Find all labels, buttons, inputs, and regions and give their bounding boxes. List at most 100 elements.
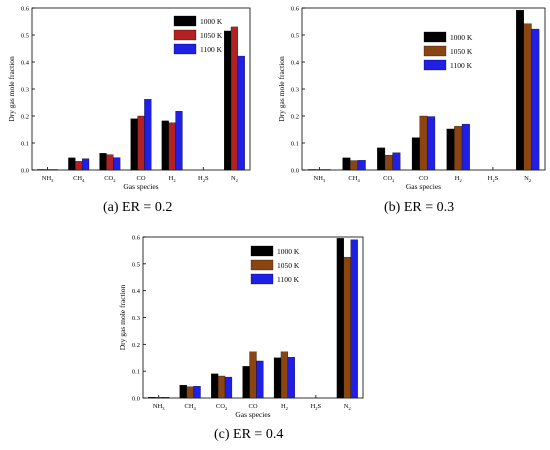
y-tick-label: 0.0 [21,168,29,175]
x-tick-label: CO [136,175,145,182]
caption-b: (b) ER = 0.3 [384,200,455,215]
bar [99,153,107,171]
y-tick-label: 0.6 [291,6,300,13]
bar [75,161,83,171]
bar [350,160,359,171]
bar [280,351,289,399]
y-tick-label: 0.6 [132,235,141,242]
x-tick-label: N2 [524,175,531,183]
bar [186,386,194,399]
x-tick-label: CH4 [73,175,85,183]
y-tick-label: 0.4 [291,60,300,67]
y-tick-label: 0.5 [132,261,140,268]
y-tick-label: 0.0 [291,168,299,175]
x-tick-label: H2 [455,175,462,183]
bar [155,397,163,399]
bar [81,158,90,171]
bar [411,137,420,171]
caption-a: (a) ER = 0.2 [103,200,173,215]
bar [179,384,187,399]
bar [217,375,226,399]
bar [237,55,245,171]
bar [175,110,183,171]
y-tick-label: 0.0 [132,396,140,403]
x-tick-label: CO [248,403,257,410]
bar [384,154,393,171]
bar [315,169,324,171]
y-axis-label: Dry gas mole fraction [7,56,16,122]
x-axis-label: Gas species [123,182,158,191]
y-tick-label: 0.5 [291,33,299,40]
bar [68,157,76,171]
legend-label: 1050 K [200,31,223,40]
bar [350,239,358,399]
legend-swatch [423,59,447,71]
x-tick-label: NH3 [314,175,326,183]
bar [168,122,176,171]
bar [256,360,264,399]
bar [342,157,351,171]
bar [242,366,250,399]
bar [144,99,152,171]
y-tick-label: 0.5 [21,33,29,40]
bar [224,30,232,171]
x-tick-label: CH4 [348,175,360,183]
bar [343,256,351,399]
bar [336,238,344,399]
bar [43,169,52,171]
bar [162,397,170,399]
bar [137,115,145,171]
bar [130,118,138,171]
x-tick-label: CO2 [216,403,227,411]
bar [323,169,331,171]
x-tick-label: H2 [281,403,288,411]
y-axis-label: Dry gas mole fraction [118,284,127,350]
legend-swatch [250,259,274,271]
y-tick-label: 0.1 [21,141,29,148]
legend-swatch [250,245,274,257]
y-tick-label: 0.2 [21,114,29,121]
legend-swatch [173,29,197,41]
x-tick-label: CO2 [104,175,115,183]
x-tick-label: H2S [311,403,322,411]
x-tick-label: NH3 [42,175,54,183]
bar [148,397,156,399]
y-tick-label: 0.3 [132,315,140,322]
y-tick-label: 0.3 [21,87,29,94]
legend-label: 1100 K [200,45,223,54]
y-tick-label: 0.1 [132,369,140,376]
x-tick-label: H2S [488,175,499,183]
y-tick-label: 0.2 [291,114,299,121]
y-tick-label: 0.6 [21,6,30,13]
bar [106,154,114,171]
bar [161,120,169,171]
legend-label: 1050 K [450,47,473,56]
y-axis-label: Dry gas mole fraction [277,56,286,122]
bar [531,28,540,171]
y-tick-label: 0.3 [291,87,299,94]
legend-label: 1000 K [450,33,473,42]
legend-label: 1050 K [277,261,300,270]
bar [377,147,386,171]
bar [307,169,316,171]
x-tick-label: CO2 [383,175,394,183]
bar [37,169,45,171]
legend-label: 1100 K [277,275,300,284]
y-tick-label: 0.4 [21,60,30,67]
chart-panel-a: 0.0 0.1 0.2 0.3 0.4 0.5 0.6 Dry gas mole fracti… [7,6,251,191]
bar [392,152,401,171]
y-tick-label: 0.2 [132,342,140,349]
bar [516,10,524,171]
x-tick-label: N2 [231,175,238,183]
x-tick-label: CO [419,175,428,182]
x-axis-label: Gas species [406,182,441,191]
legend-swatch [173,43,197,55]
bar [230,26,239,171]
x-tick-label: H2 [169,175,176,183]
legend-label: 1000 K [277,247,300,256]
bar [193,386,201,399]
bar [446,128,455,171]
x-tick-label: N2 [344,403,351,411]
x-tick-label: NH3 [153,403,165,411]
